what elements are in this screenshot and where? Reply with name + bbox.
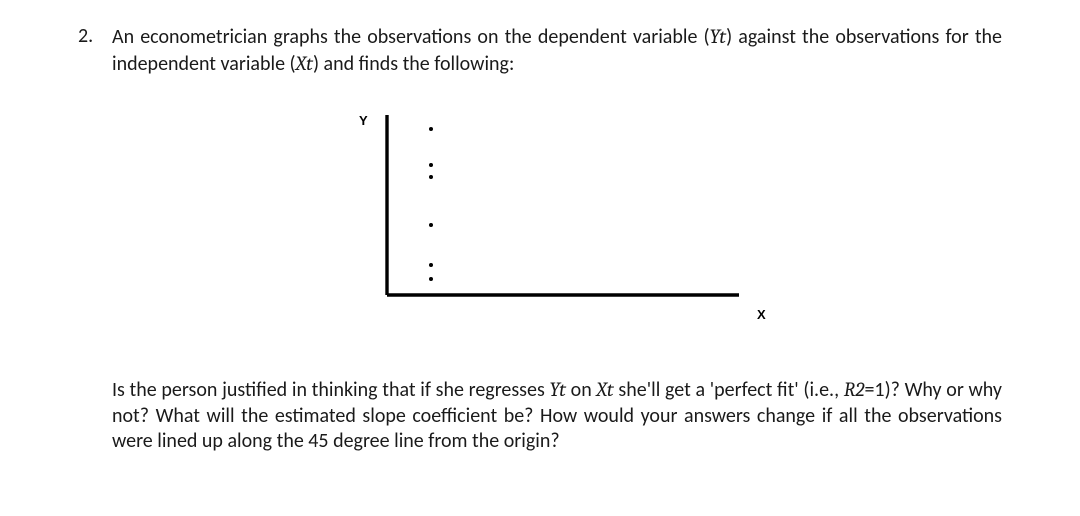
text: An econometrician graphs the observation…	[112, 25, 710, 49]
x-axis-label: X	[757, 307, 766, 322]
scatter-point	[429, 163, 433, 167]
intro-paragraph: An econometrician graphs the observation…	[112, 24, 1002, 77]
scatter-point	[429, 277, 433, 281]
var-yt: Yt	[549, 378, 565, 401]
question-paragraph: Is the person justified in thinking that…	[112, 377, 1002, 455]
scatter-point	[429, 263, 433, 267]
var-r2: R2	[844, 378, 865, 401]
page: 2. An econometrician graphs the observat…	[0, 0, 1080, 455]
question-block: 2. An econometrician graphs the observat…	[78, 24, 1002, 455]
chart-background	[337, 105, 777, 337]
question-number: 2.	[78, 24, 112, 48]
scatter-point	[429, 127, 433, 131]
text: she'll get a 'perfect fit' (i.e.,	[614, 378, 844, 402]
text: on	[566, 378, 596, 402]
scatter-chart: Y X	[337, 105, 777, 337]
scatter-point	[429, 175, 433, 179]
var-xt: Xt	[296, 52, 313, 75]
y-axis-label: Y	[359, 113, 368, 128]
text: Is the person justified in thinking that…	[112, 378, 549, 402]
question-body: An econometrician graphs the observation…	[112, 24, 1002, 455]
var-yt: Yt	[710, 25, 726, 48]
text: ) and finds the following:	[313, 52, 514, 76]
var-xt: Xt	[596, 378, 613, 401]
scatter-point	[429, 223, 433, 227]
chart-container: Y X	[112, 105, 1002, 337]
